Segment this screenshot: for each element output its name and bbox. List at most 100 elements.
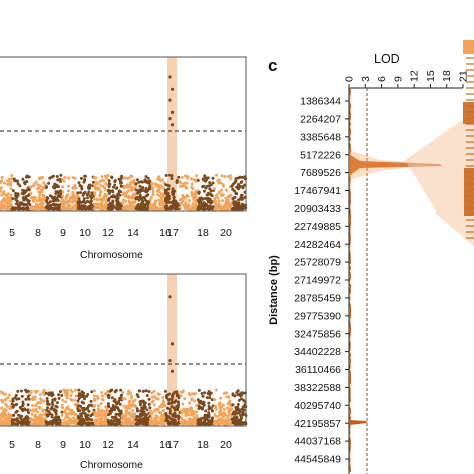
snp-point <box>77 181 81 185</box>
snp-point <box>24 195 28 198</box>
snp-point <box>89 199 93 203</box>
snp-point <box>203 206 207 210</box>
snp-point <box>123 413 127 417</box>
snp-point <box>111 199 115 203</box>
snp-point <box>234 192 238 195</box>
snp-point <box>85 394 88 398</box>
x-tick-label: 20 <box>220 439 232 451</box>
snp-point <box>241 186 245 190</box>
snp-point <box>25 419 29 423</box>
snp-point <box>82 204 86 208</box>
snp-point <box>61 194 65 198</box>
snp-point <box>215 173 218 177</box>
snp-point <box>116 406 120 410</box>
snp-point <box>115 419 119 423</box>
snp-point <box>40 398 44 402</box>
snp-point <box>106 189 110 193</box>
snp-point <box>107 393 111 397</box>
snp-point <box>69 394 73 397</box>
snp-point <box>103 392 107 396</box>
snp-point <box>108 412 112 416</box>
snp-point <box>77 206 81 210</box>
snp-point <box>107 197 111 201</box>
snp-point <box>74 413 78 416</box>
snp-point <box>221 193 225 197</box>
snp-point <box>60 410 64 414</box>
snp-point <box>129 185 132 188</box>
snp-point <box>116 195 119 199</box>
snp-point <box>53 416 57 420</box>
snp-point <box>16 179 19 183</box>
snp-point <box>175 180 179 184</box>
snp-point <box>237 418 241 422</box>
snp-point <box>0 179 3 183</box>
snp-point <box>200 407 204 411</box>
snp-point <box>231 197 235 201</box>
snp-point <box>123 176 127 180</box>
snp-point <box>221 183 225 187</box>
snp-point <box>164 412 168 415</box>
snp-point <box>208 396 212 400</box>
snp-point <box>117 202 121 206</box>
snp-point <box>196 178 200 182</box>
snp-point <box>222 415 225 419</box>
snp-point <box>24 415 28 419</box>
snp-point <box>34 418 38 422</box>
x-tick-label: 9 <box>60 227 66 239</box>
snp-point <box>176 408 180 412</box>
snp-point <box>171 414 175 418</box>
snp-point <box>241 413 245 417</box>
snp-point <box>222 407 226 411</box>
snp-point <box>222 391 226 395</box>
distance-tick-label: 44037168 <box>294 436 341 448</box>
snp-point <box>119 190 123 194</box>
snp-point <box>8 196 12 200</box>
snp-point <box>110 388 114 392</box>
snp-point <box>237 411 241 415</box>
snp-point <box>187 409 191 413</box>
snp-point <box>23 191 27 195</box>
x-tick-label: 5 <box>9 227 15 239</box>
snp-point <box>92 389 96 393</box>
snp-point <box>44 186 48 190</box>
snp-point <box>44 420 48 424</box>
snp-point <box>148 181 152 185</box>
snp-point <box>80 185 84 189</box>
snp-point <box>4 414 8 417</box>
distance-tick-label: 20903433 <box>294 203 341 215</box>
snp-point <box>207 207 211 211</box>
snp-point <box>98 192 102 195</box>
snp-point <box>151 399 155 403</box>
snp-point <box>164 197 167 201</box>
snp-point <box>111 405 115 409</box>
snp-point <box>14 191 18 195</box>
snp-point <box>128 417 131 421</box>
snp-point <box>100 411 104 415</box>
snp-point <box>210 207 214 211</box>
snp-point <box>142 404 146 408</box>
snp-point <box>58 418 62 422</box>
snp-point <box>226 406 230 410</box>
snp-point <box>52 408 56 412</box>
snp-point <box>182 408 186 412</box>
snp-point <box>123 417 126 421</box>
snp-point <box>144 203 147 207</box>
peak-snp-point <box>170 342 175 346</box>
snp-point <box>130 415 134 418</box>
snp-point <box>2 419 5 423</box>
snp-point <box>99 184 103 187</box>
snp-point <box>88 186 92 190</box>
snp-point <box>4 398 8 402</box>
snp-point <box>122 186 126 190</box>
snp-point <box>47 181 51 185</box>
snp-point <box>136 420 140 423</box>
snp-point <box>40 188 44 192</box>
snp-point <box>205 193 209 197</box>
snp-point <box>210 398 214 402</box>
snp-point <box>95 202 99 206</box>
snp-point <box>64 400 68 404</box>
snp-point <box>144 175 148 179</box>
lod-tick-label: 12 <box>409 70 421 82</box>
snp-point <box>33 409 37 413</box>
snp-point <box>145 194 148 198</box>
